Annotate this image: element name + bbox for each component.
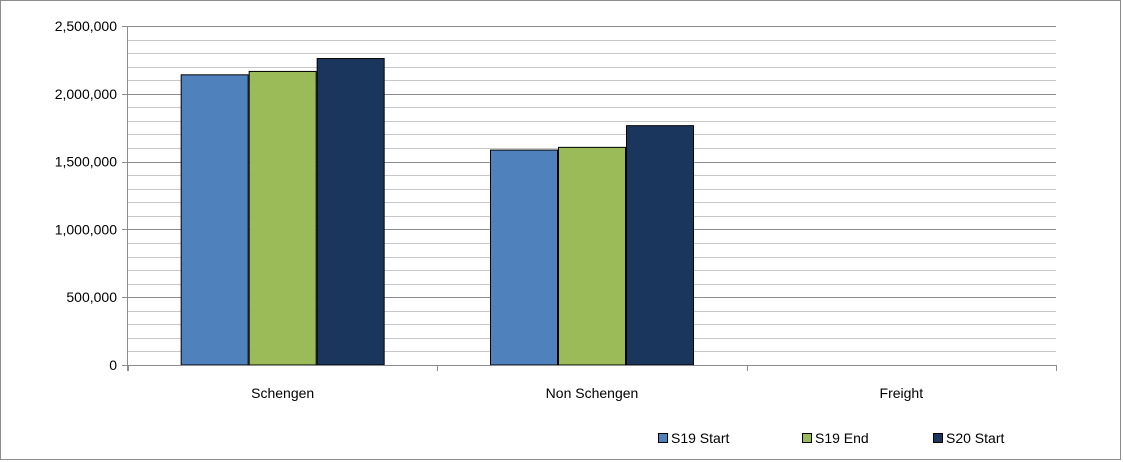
x-category-label: Schengen [251, 385, 314, 401]
legend-label: S19 Start [671, 430, 729, 446]
legend-swatch [933, 433, 943, 443]
y-tick-label: 2,500,000 [55, 18, 117, 34]
bar [316, 58, 385, 366]
legend-swatch [802, 433, 812, 443]
legend-label: S19 End [815, 430, 869, 446]
bar [248, 70, 317, 366]
y-tick-label: 2,000,000 [55, 86, 117, 102]
y-tick-label: 1,000,000 [55, 221, 117, 237]
axes [122, 26, 1057, 371]
bars [180, 58, 694, 366]
legend-label: S20 Start [946, 430, 1004, 446]
x-category-label: Non Schengen [546, 385, 639, 401]
y-tick-label: 0 [109, 357, 117, 373]
y-tick-label: 1,500,000 [55, 154, 117, 170]
bar [180, 74, 249, 366]
y-tick-label: 500,000 [66, 289, 117, 305]
bar [558, 146, 626, 366]
tick-labels: 0 500,000 1,000,000 1,500,000 2,000,000 2,500… [55, 18, 924, 401]
bar [626, 125, 694, 366]
legend-swatch [658, 433, 668, 443]
bar [490, 149, 558, 366]
legend: S19 Start S19 End S20 Start [658, 430, 1004, 446]
x-category-label: Freight [880, 385, 924, 401]
